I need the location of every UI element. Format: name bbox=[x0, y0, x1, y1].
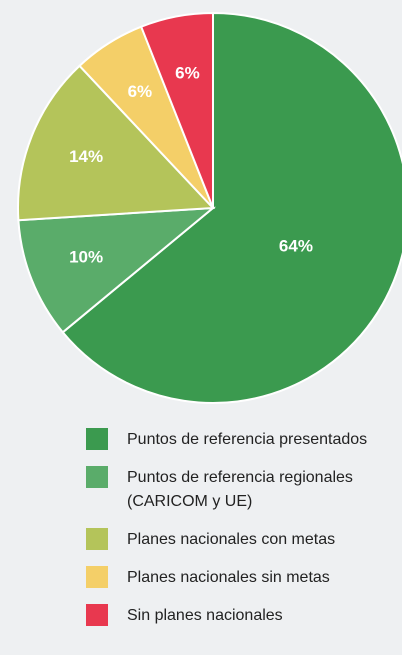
slice-label: 64% bbox=[279, 237, 313, 256]
legend-label: Planes nacionales sin metas bbox=[127, 569, 330, 586]
legend-item: Planes nacionales con metas bbox=[86, 528, 402, 552]
legend-label: Sin planes nacionales bbox=[127, 607, 283, 624]
legend-item: Puntos de referencia regionales (CARICOM… bbox=[86, 466, 402, 514]
pie-slice bbox=[17, 206, 217, 334]
legend-swatch bbox=[86, 604, 108, 626]
slice-label: 10% bbox=[69, 248, 103, 267]
legend-swatch bbox=[86, 428, 108, 450]
slice-label: 6% bbox=[175, 63, 200, 82]
pie-slice bbox=[17, 64, 216, 222]
chart: 64% 10% 14% 6% 6% bbox=[17, 11, 402, 404]
legend-item: Planes nacionales sin metas bbox=[86, 566, 402, 590]
legend-label: Puntos de referencia presentados bbox=[127, 431, 368, 448]
legend: Puntos de referencia presentados Puntos d… bbox=[86, 428, 402, 642]
legend-swatch bbox=[86, 566, 108, 588]
pie-slice bbox=[139, 11, 214, 209]
legend-swatch bbox=[86, 528, 108, 550]
slice-label: 14% bbox=[69, 147, 103, 166]
legend-swatch bbox=[86, 466, 108, 488]
legend-item: Puntos de referencia presentados bbox=[86, 428, 402, 452]
legend-item: Sin planes nacionales bbox=[86, 604, 402, 628]
legend-label: Puntos de referencia regionales (CARICOM… bbox=[127, 469, 353, 510]
legend-label: Planes nacionales con metas bbox=[127, 531, 336, 548]
pie-slice bbox=[61, 11, 402, 404]
slice-label: 6% bbox=[128, 82, 153, 101]
